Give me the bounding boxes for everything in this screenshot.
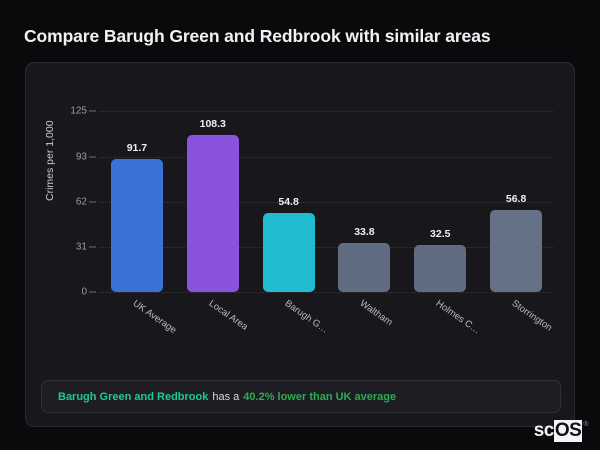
y-tick-label: 125 [70,105,87,117]
chart-card: Crimes per 1,000 0 31 62 93 125 91.7 UK Averag… [25,62,575,427]
gridline [99,247,554,249]
y-tick-mark [89,246,96,248]
y-axis-title: Crimes per 1,000 [44,120,56,201]
logo-text-os: OS [553,420,583,442]
bar-group[interactable]: 108.3 Local Area [186,111,250,333]
summary-place: Barugh Green and Redbrook [58,390,209,403]
brand-logo: sc OS ® [534,420,588,442]
x-category-label: Local Area [206,298,250,333]
page-title: Compare Barugh Green and Redbrook with s… [24,26,491,46]
bar[interactable] [338,243,391,292]
bar-value-label: 108.3 [199,118,226,131]
registered-mark-icon: ® [583,421,588,428]
summary-middle: has a [212,390,240,403]
y-tick-label: 93 [75,151,87,163]
y-tick-label: 0 [81,286,87,298]
bar-group[interactable]: 56.8 Storrington [490,111,554,334]
bar-value-label: 56.8 [505,192,527,205]
bar-value-label: 32.5 [430,227,451,240]
x-category-label: Barugh Gre… [282,298,332,337]
gridline [99,157,554,159]
y-tick-mark [89,156,96,158]
bar-group[interactable]: 32.5 Holmes Cha… [414,111,483,337]
x-category-label: UK Average [130,298,179,336]
logo-text-sc: sc [533,420,555,441]
bar-group[interactable]: 54.8 Barugh Gre… [262,111,331,337]
y-tick-label: 62 [75,196,87,208]
bar-value-label: 54.8 [278,195,299,208]
x-category-label: Holmes Cha… [433,298,483,337]
y-tick-label: 31 [75,241,87,253]
bar[interactable] [490,209,543,292]
y-tick-mark [89,201,96,203]
gridline [99,202,554,204]
y-tick-mark [89,110,96,112]
bar[interactable] [262,212,315,292]
bar-group[interactable]: 91.7 UK Average [110,111,178,336]
x-category-label: Waltham [358,298,395,329]
summary-stat: 40.2% lower than UK average [243,390,397,403]
plot-area: 0 31 62 93 125 91.7 UK Average 108.3 Local Area 5… [70,106,554,337]
summary-note: Barugh Green and Redbrook has a 40.2% lo… [41,380,561,413]
bar[interactable] [110,159,163,292]
gridline [99,292,554,293]
bar[interactable] [186,135,239,292]
y-tick-mark [89,291,96,293]
bar-value-label: 33.8 [354,226,375,239]
bar-group[interactable]: 33.8 Waltham [338,111,395,328]
gridline [99,111,554,112]
x-category-label: Storrington [509,298,555,334]
bar-value-label: 91.7 [126,142,148,155]
bar[interactable] [414,244,467,292]
